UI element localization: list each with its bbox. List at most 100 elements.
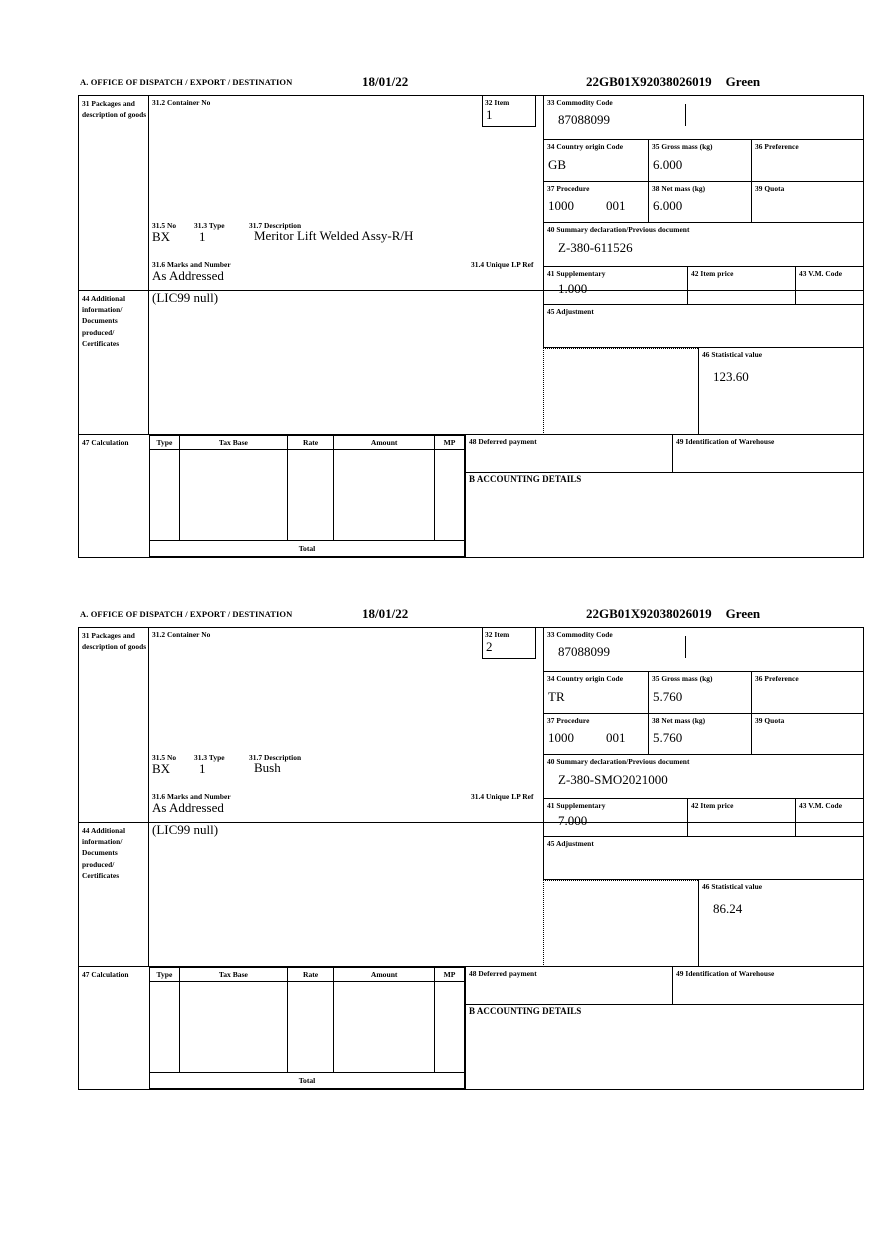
box-32-value[interactable]: 1 (486, 107, 493, 122)
box-31-3-type-value[interactable]: 1 (199, 229, 206, 244)
box-46-statistical-value: 46 Statistical value 123.60 (698, 348, 863, 435)
box-48-label: 48 Deferred payment (469, 437, 537, 446)
calc-cell-tax-base[interactable] (178, 981, 288, 1073)
box-33-value[interactable]: 87088099 (558, 112, 610, 127)
box-41-value[interactable]: 1.000 (558, 281, 588, 296)
box-44-content: (LIC99 null) (149, 291, 863, 435)
box-32-item: 32 Item 2 (482, 627, 536, 659)
box-38-net-mass: 38 Net mass (kg) 6.000 (649, 182, 752, 223)
calc-data-row[interactable] (149, 449, 465, 541)
box-33-label: 33 Commodity Code (547, 630, 613, 639)
calc-col-mp: MP (434, 435, 465, 450)
box-46-dotted-top-border (543, 880, 698, 881)
declaration-sheet: A. OFFICE OF DISPATCH / EXPORT / DESTINA… (78, 74, 864, 558)
box-b-label: B ACCOUNTING DETAILS (469, 1006, 582, 1016)
box-46-label: 46 Statistical value (702, 350, 763, 359)
calc-cell-tax-base[interactable] (178, 449, 288, 541)
box-40-summary-declaration: 40 Summary declaration/Previous document… (543, 755, 863, 799)
box-31-7-description-value[interactable]: Meritor Lift Welded Assy-R/H (254, 228, 414, 243)
box-31-label: 31 Packages and description of goods (82, 99, 147, 120)
calc-col-amount: Amount (333, 967, 436, 982)
declaration-date: 18/01/22 (362, 74, 409, 89)
box-40-value[interactable]: Z-380-SMO2021000 (558, 772, 668, 787)
calc-data-row[interactable] (149, 981, 465, 1073)
box-49-warehouse-id: 49 Identification of Warehouse (673, 435, 863, 473)
box-31-3-type-value[interactable]: 1 (199, 761, 206, 776)
box-43-vm-code: 43 V.M. Code (796, 267, 863, 305)
calc-total-label: Total (149, 1072, 465, 1089)
box-46-value[interactable]: 86.24 (713, 901, 743, 916)
box-47-spine: 47 Calculation (79, 967, 149, 1089)
box-31-7-description-value[interactable]: Bush (254, 760, 281, 775)
box-48-label: 48 Deferred payment (469, 969, 537, 978)
box-44-value[interactable]: (LIC99 null) (152, 290, 219, 305)
sheet-body: 31 Packages and description of goods 31.… (78, 627, 864, 1090)
calc-col-amount: Amount (333, 435, 436, 450)
box-49-label: 49 Identification of Warehouse (676, 969, 775, 978)
box-36-preference: 36 Preference (752, 140, 863, 182)
box-35-label: 35 Gross mass (kg) (652, 142, 713, 151)
box-33-value[interactable]: 87088099 (558, 644, 610, 659)
box-31-spine: 31 Packages and description of goods (79, 628, 149, 823)
calc-col-type: Type (149, 967, 180, 982)
box-32-item: 32 Item 1 (482, 95, 536, 127)
calc-total-row: Total (149, 540, 465, 557)
box-35-value[interactable]: 6.000 (653, 157, 683, 172)
box-35-value[interactable]: 5.760 (653, 689, 683, 704)
box-37-label: 37 Procedure (547, 716, 590, 725)
box-39-quota: 39 Quota (752, 182, 863, 223)
box-31-5-no-value[interactable]: BX (152, 229, 171, 244)
box-44-label: 44 Additional information/ Documents pro… (82, 826, 126, 880)
declaration-sheet: A. OFFICE OF DISPATCH / EXPORT / DESTINA… (78, 606, 864, 1090)
box-35-gross-mass: 35 Gross mass (kg) 6.000 (649, 140, 752, 182)
box-39-quota: 39 Quota (752, 714, 863, 755)
calc-cell-mp[interactable] (434, 981, 465, 1073)
box-34-value[interactable]: GB (548, 157, 567, 172)
box-b-accounting-details: B ACCOUNTING DETAILS (465, 1005, 863, 1089)
box-44-value[interactable]: (LIC99 null) (152, 822, 219, 837)
calc-cell-rate[interactable] (286, 449, 335, 541)
box-41-value[interactable]: 7.000 (558, 813, 588, 828)
box-32-label: 32 Item (485, 630, 510, 639)
box-31-label: 31 Packages and description of goods (82, 631, 147, 652)
calc-col-tax-base: Tax Base (178, 435, 288, 450)
box-42-label: 42 Item price (691, 801, 734, 810)
box-46-value[interactable]: 123.60 (713, 369, 749, 384)
box-32-label: 32 Item (485, 98, 510, 107)
box-37-value[interactable]: 1000 (548, 730, 574, 745)
calc-col-mp: MP (434, 967, 465, 982)
box-33-label: 33 Commodity Code (547, 98, 613, 107)
box-45-adjustment: 45 Adjustment (543, 305, 863, 348)
calc-cell-mp[interactable] (434, 449, 465, 541)
box-38-value[interactable]: 6.000 (653, 198, 683, 213)
calc-cell-amount[interactable] (333, 981, 436, 1073)
calc-cell-type[interactable] (149, 981, 180, 1073)
box-31-3-type-label: 31.3 Type (194, 753, 225, 762)
box-b-label: B ACCOUNTING DETAILS (469, 474, 582, 484)
box-47-label: 47 Calculation (82, 970, 129, 979)
box-31-5-no-label: 31.5 No (152, 221, 177, 230)
calc-cell-type[interactable] (149, 449, 180, 541)
box-31-7-description-label: 31.7 Description (249, 753, 302, 762)
box-44-spine: 44 Additional information/ Documents pro… (79, 291, 149, 435)
box-32-value[interactable]: 2 (486, 639, 493, 654)
box-38-value[interactable]: 5.760 (653, 730, 683, 745)
box-31-content: 31.2 Container No 31.5 No BX 31.3 Type 1… (149, 628, 863, 823)
calc-total-label: Total (149, 540, 465, 557)
box-41-label: 41 Supplementary (547, 801, 606, 810)
route-colour: Green (725, 74, 761, 89)
box-40-summary-declaration: 40 Summary declaration/Previous document… (543, 223, 863, 267)
box-37-value-2[interactable]: 001 (606, 198, 626, 213)
box-40-value[interactable]: Z-380-611526 (558, 240, 633, 255)
box-31-6-marks-value[interactable]: As Addressed (152, 800, 224, 815)
box-35-label: 35 Gross mass (kg) (652, 674, 713, 683)
box-34-value[interactable]: TR (548, 689, 565, 704)
box-31-5-no-value[interactable]: BX (152, 761, 171, 776)
box-46-dotted-top-border (543, 348, 698, 349)
box-37-value-2[interactable]: 001 (606, 730, 626, 745)
box-37-value[interactable]: 1000 (548, 198, 574, 213)
calc-cell-amount[interactable] (333, 449, 436, 541)
calc-cell-rate[interactable] (286, 981, 335, 1073)
box-31-6-marks-value[interactable]: As Addressed (152, 268, 224, 283)
box-44-spine: 44 Additional information/ Documents pro… (79, 823, 149, 967)
